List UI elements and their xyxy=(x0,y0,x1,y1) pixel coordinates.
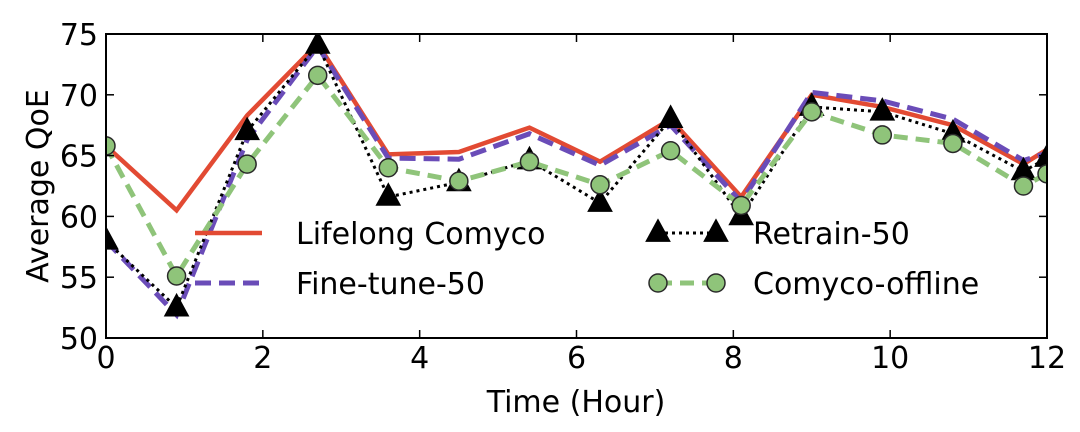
x-tick-label-4: 8 xyxy=(724,341,743,376)
series-3-point-1 xyxy=(166,266,187,286)
series-line-2 xyxy=(106,42,1047,311)
series-2-point-8 xyxy=(657,104,684,128)
legend-label-1: Fine-tune-50 xyxy=(296,267,485,302)
series-3-point-11 xyxy=(872,125,893,145)
series-3-point-10 xyxy=(802,102,822,122)
series-3-point-12 xyxy=(943,133,963,154)
legend-item-1: Fine-tune-50 xyxy=(195,267,485,302)
y-axis-title: Average QoE xyxy=(21,89,56,283)
series-0 xyxy=(106,40,1047,214)
x-tick-label-1: 2 xyxy=(253,341,272,376)
axes: 0 2 4 6 8 10 12 50 55 60 65 70 75 xyxy=(60,18,1066,376)
legend: Lifelong Comyco Fine-tune-50 Retrain-50 Com… xyxy=(195,217,979,302)
series-3-point-4 xyxy=(378,158,399,178)
legend-marker-end-3 xyxy=(706,273,726,293)
y-tick-label-0: 50 xyxy=(60,322,98,357)
series-3-point-2 xyxy=(237,154,257,174)
series-2-point-7 xyxy=(587,188,613,212)
legend-label-3: Comyco-offline xyxy=(753,267,979,302)
legend-item-3: Comyco-offline xyxy=(648,267,979,302)
series-3-point-14 xyxy=(1037,164,1047,184)
series-3-point-5 xyxy=(449,171,469,191)
y-tick-label-1: 55 xyxy=(60,261,98,296)
series-3-point-0 xyxy=(106,136,116,156)
series-3-point-6 xyxy=(519,151,540,172)
plot-area xyxy=(106,34,1047,320)
series-3-point-8 xyxy=(660,140,681,161)
series-3-point-3 xyxy=(307,65,328,86)
legend-label-2: Retrain-50 xyxy=(753,217,910,252)
legend-label-0: Lifelong Comyco xyxy=(296,217,545,252)
series-3-point-9 xyxy=(731,195,751,216)
series-2-point-0 xyxy=(106,226,119,250)
series-2-point-4 xyxy=(375,182,402,206)
x-tick-label-5: 10 xyxy=(871,341,909,376)
series-2-point-3 xyxy=(304,34,331,54)
legend-marker-start-3 xyxy=(648,273,668,293)
series-3-point-7 xyxy=(590,175,610,195)
series-3 xyxy=(106,65,1047,286)
series-3-point-13 xyxy=(1013,176,1034,196)
legend-marker-end-2 xyxy=(703,218,729,242)
legend-item-0: Lifelong Comyco xyxy=(195,217,545,252)
x-tick-label-3: 6 xyxy=(567,341,586,376)
x-tick-label-0: 0 xyxy=(96,341,115,376)
series-2-point-11 xyxy=(869,97,896,121)
series-2-point-1 xyxy=(163,292,190,317)
x-tick-label-6: 12 xyxy=(1028,341,1066,376)
x-tick-label-2: 4 xyxy=(410,341,429,376)
legend-item-2: Retrain-50 xyxy=(645,217,910,252)
y-tick-label-2: 60 xyxy=(60,200,98,235)
x-axis-title: Time (Hour) xyxy=(486,385,666,420)
y-tick-label-4: 70 xyxy=(60,79,98,114)
legend-marker-start-2 xyxy=(645,218,671,242)
series-line-0 xyxy=(106,40,1047,214)
y-tick-label-3: 65 xyxy=(60,140,98,175)
y-tick-label-5: 75 xyxy=(60,18,98,53)
series-2-point-2 xyxy=(234,116,260,141)
